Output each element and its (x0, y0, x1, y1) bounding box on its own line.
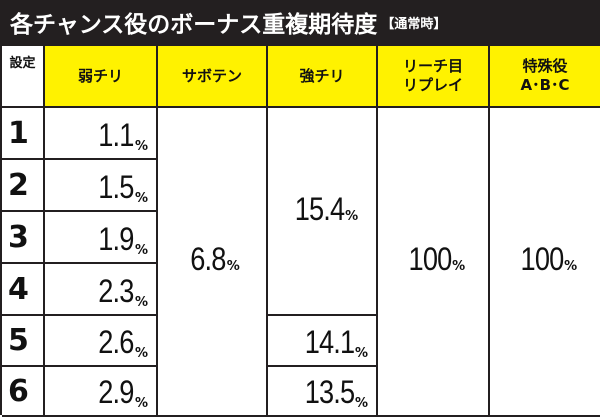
setting-number: 4 (2, 264, 45, 316)
value-number: 2.3 (98, 273, 135, 309)
header-saboten-label: サボテン (181, 66, 242, 85)
header-reach-replay-line1: リーチ目 (402, 57, 463, 76)
percent-sign: % (226, 259, 240, 274)
value-number: 1.5 (98, 169, 135, 205)
weak-chiri-value: 1.5% (45, 160, 158, 212)
reach-replay-value: 100% (378, 108, 490, 417)
header-special: 特殊役 A･B･C (490, 46, 600, 108)
expectation-table: 設定 弱チリ サボテン 強チリ リーチ目 リプレイ 特殊役 A･B･C 1 2 … (0, 44, 600, 417)
setting-number: 2 (2, 160, 45, 212)
percent-sign: % (134, 346, 148, 361)
value-number: 1.1 (98, 117, 135, 153)
weak-chiri-value: 1.1% (45, 108, 158, 160)
strong-chiri-value: 14.1% (268, 316, 378, 367)
percent-sign: % (134, 139, 148, 154)
setting-number: 3 (2, 212, 45, 264)
special-value: 100% (490, 108, 600, 417)
strong-chiri-value: 13.5% (268, 367, 378, 417)
header-weak-chiri-label: 弱チリ (77, 66, 123, 85)
weak-chiri-value: 2.6% (45, 316, 158, 367)
header-saboten: サボテン (158, 46, 268, 108)
percent-sign: % (134, 295, 148, 310)
value-number: 6.8 (190, 241, 226, 277)
setting-number-text: 5 (8, 323, 29, 358)
value-number: 2.9 (98, 374, 135, 410)
page-title: 各チャンス役のボーナス重複期待度 (10, 12, 378, 38)
header-setting: 設定 (2, 46, 45, 108)
title-bar: 各チャンス役のボーナス重複期待度 【通常時】 (0, 0, 600, 44)
header-strong-chiri-label: 強チリ (299, 66, 345, 85)
value-number: 13.5 (304, 374, 354, 410)
value-number: 14.1 (304, 324, 354, 360)
value-number: 100 (408, 241, 452, 277)
setting-number-text: 1 (8, 115, 29, 151)
header-special-line1: 特殊役 (522, 57, 568, 76)
percent-sign: % (564, 259, 578, 274)
weak-chiri-value: 1.9% (45, 212, 158, 264)
header-special-line2: A･B･C (520, 76, 570, 94)
value-number: 100 (520, 241, 564, 277)
percent-sign: % (452, 259, 466, 274)
value-number: 15.4 (294, 190, 345, 227)
percent-sign: % (134, 243, 148, 258)
setting-number: 1 (2, 108, 45, 160)
header-weak-chiri: 弱チリ (45, 46, 158, 108)
header-setting-label: 設定 (9, 56, 36, 71)
setting-number-text: 6 (8, 373, 29, 409)
weak-chiri-value: 2.3% (45, 264, 158, 316)
percent-sign: % (345, 208, 359, 224)
percent-sign: % (134, 396, 148, 411)
header-reach-replay: リーチ目 リプレイ (378, 46, 490, 108)
value-number: 2.6 (98, 324, 135, 360)
percent-sign: % (134, 191, 148, 206)
setting-number: 6 (2, 367, 45, 417)
setting-number: 5 (2, 316, 45, 367)
weak-chiri-value: 2.9% (45, 367, 158, 417)
value-number: 1.9 (98, 221, 135, 257)
strong-chiri-value: 15.4% (268, 108, 378, 316)
setting-number-text: 2 (8, 167, 29, 203)
setting-number-text: 3 (8, 219, 29, 255)
percent-sign: % (354, 396, 368, 411)
header-reach-replay-line2: リプレイ (402, 76, 463, 94)
header-strong-chiri: 強チリ (268, 46, 378, 108)
setting-number-text: 4 (8, 271, 29, 307)
percent-sign: % (354, 346, 368, 361)
saboten-value: 6.8% (158, 108, 268, 417)
page-subtitle: 【通常時】 (381, 16, 447, 32)
